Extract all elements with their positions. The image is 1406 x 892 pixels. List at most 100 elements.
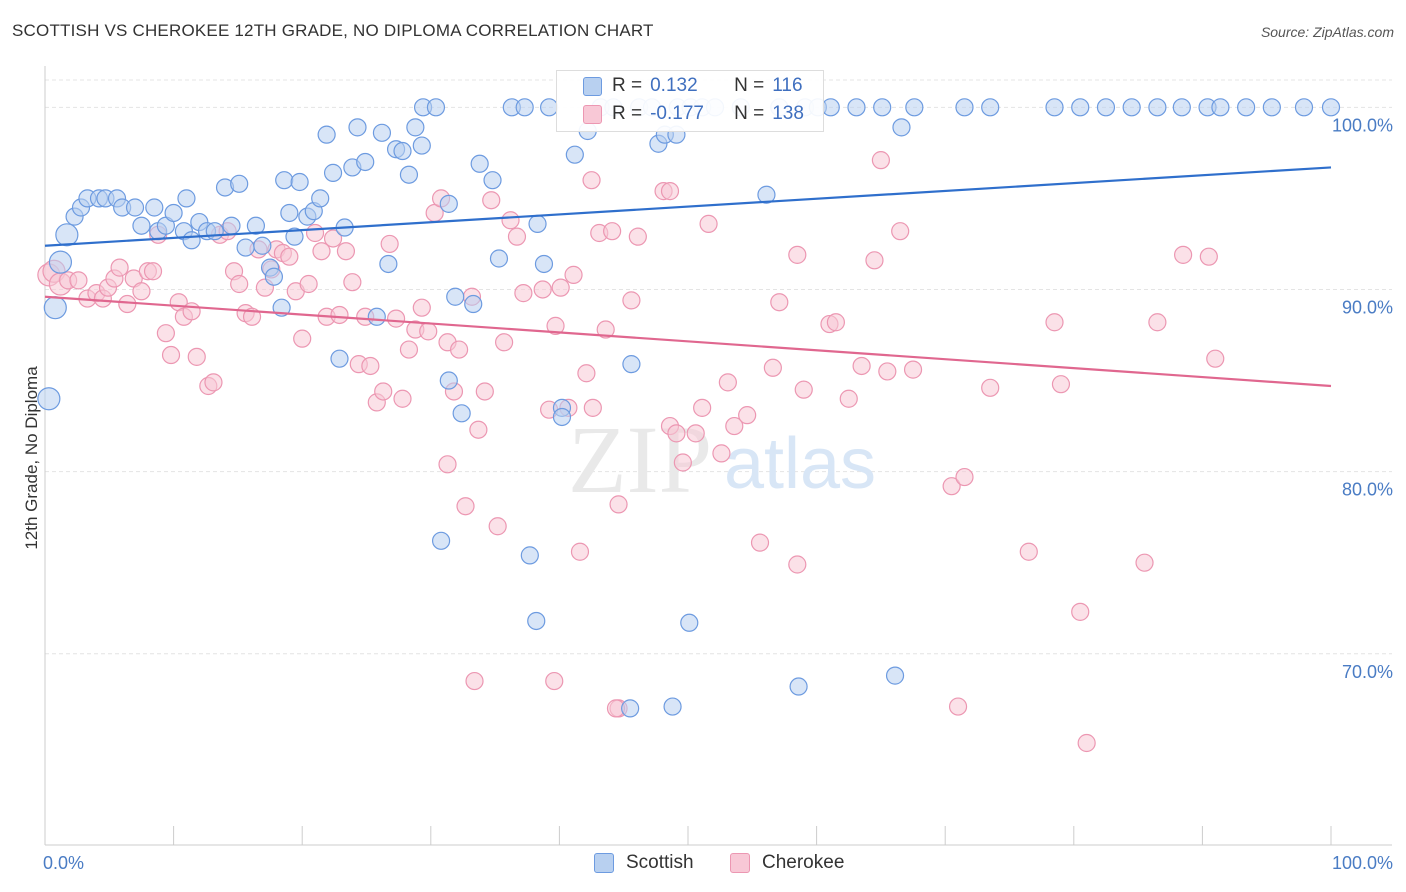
cherokee-point	[336, 242, 356, 261]
scottish-point	[379, 254, 398, 274]
scottish-point	[205, 222, 224, 241]
scottish-point	[757, 185, 776, 204]
scottish-point	[981, 98, 1000, 117]
cherokee-point	[1135, 553, 1154, 572]
cherokee-point	[712, 444, 731, 463]
cherokee-point	[750, 533, 770, 552]
axes	[44, 66, 1392, 846]
scottish-point	[873, 98, 892, 117]
scottish-point	[330, 349, 349, 368]
cherokee-point	[469, 420, 488, 439]
cherokee-point	[686, 424, 705, 443]
scottish-point	[789, 677, 808, 696]
scottish-point	[1045, 98, 1064, 117]
cherokee-point	[546, 316, 565, 335]
cherokee-point	[718, 373, 737, 392]
cherokee-point	[456, 497, 475, 516]
scottish-point	[955, 98, 974, 117]
cherokee-point	[1206, 349, 1225, 368]
cherokee-point	[412, 298, 431, 317]
scottish-point	[470, 154, 489, 173]
stats-legend: R = 0.132 N = 116 R = -0.177 N = 138	[556, 70, 824, 132]
cherokee-point	[156, 324, 175, 343]
cherokee-point	[660, 182, 680, 201]
cherokee-point	[788, 245, 807, 264]
cherokee-point	[551, 278, 570, 297]
legend-swatch-scottish	[583, 76, 602, 96]
legend-row-cherokee: R = -0.177 N = 138	[557, 101, 804, 127]
scottish-point	[37, 387, 61, 411]
cherokee-point	[948, 697, 968, 716]
legend-label-scottish: Scottish	[626, 852, 694, 873]
cherokee-point	[673, 453, 692, 472]
scottish-point	[280, 203, 299, 223]
cherokee-trend-line	[44, 295, 1332, 388]
cherokee-point	[865, 251, 884, 270]
scottish-trend-line	[44, 166, 1332, 247]
cherokee-point	[1071, 602, 1090, 621]
legend-r-value: -0.177	[650, 103, 704, 124]
cherokee-point	[280, 247, 299, 266]
cherokee-point	[475, 382, 494, 401]
scottish-point	[520, 546, 539, 565]
cherokee-point	[583, 398, 602, 417]
cherokee-point	[839, 389, 858, 408]
cherokee-point	[110, 258, 129, 277]
scottish-point	[1071, 98, 1090, 117]
scottish-point	[1096, 98, 1116, 117]
scottish-point	[483, 171, 502, 190]
scottish-point	[663, 697, 682, 716]
legend-item-cherokee[interactable]: Cherokee	[730, 852, 844, 874]
cherokee-point	[1174, 245, 1193, 264]
cherokee-point	[299, 274, 318, 294]
scottish-point	[621, 699, 640, 718]
scottish-point	[439, 371, 458, 390]
scottish-point	[1237, 98, 1256, 117]
cherokee-point	[981, 378, 1000, 397]
scottish-point	[48, 250, 73, 274]
cherokee-point	[878, 362, 897, 381]
scottish-point	[622, 355, 641, 374]
scottish-point	[372, 123, 392, 142]
scottish-point	[847, 98, 866, 117]
legend-r-label: R =	[612, 75, 643, 96]
cherokee-point	[419, 322, 438, 341]
legend-swatch-cherokee	[730, 853, 750, 873]
gridlines	[45, 79, 1392, 655]
cherokee-point	[871, 151, 891, 170]
x-tick-label: 100.0%	[1332, 853, 1393, 873]
scottish-point	[1321, 98, 1341, 117]
scottish-point	[431, 531, 451, 550]
cherokee-point	[794, 380, 813, 399]
scottish-point	[1172, 98, 1191, 117]
cherokee-point	[343, 273, 362, 292]
scottish-point	[905, 98, 924, 117]
cherokee-point	[852, 356, 871, 376]
cherokee-point	[826, 313, 845, 332]
legend-item-scottish[interactable]: Scottish	[594, 852, 694, 874]
cherokee-point	[312, 242, 331, 261]
scottish-point	[515, 98, 534, 117]
scottish-point	[406, 118, 425, 137]
scottish-point	[323, 163, 343, 182]
y-tick-label: 70.0%	[1342, 662, 1393, 682]
legend-label-cherokee: Cherokee	[762, 852, 845, 873]
cherokee-point	[187, 347, 206, 366]
cherokee-point	[230, 274, 249, 294]
legend-n-value: 138	[772, 103, 804, 124]
cherokee-point	[482, 191, 501, 210]
cherokee-point	[609, 495, 628, 514]
cherokee-point	[622, 291, 641, 310]
legend-r-label: R =	[612, 103, 643, 124]
cherokee-point	[293, 329, 312, 348]
scottish-point	[528, 214, 547, 233]
cherokee-point	[693, 398, 712, 417]
legend-n-label: N =	[734, 75, 765, 96]
cherokee-point	[788, 555, 807, 574]
scottish-point	[275, 171, 294, 190]
cherokee-point	[570, 542, 590, 561]
scottish-point	[290, 172, 309, 192]
scottish-point	[132, 216, 151, 235]
watermark: ZIP atlas	[568, 406, 876, 513]
cherokee-point	[204, 373, 223, 392]
